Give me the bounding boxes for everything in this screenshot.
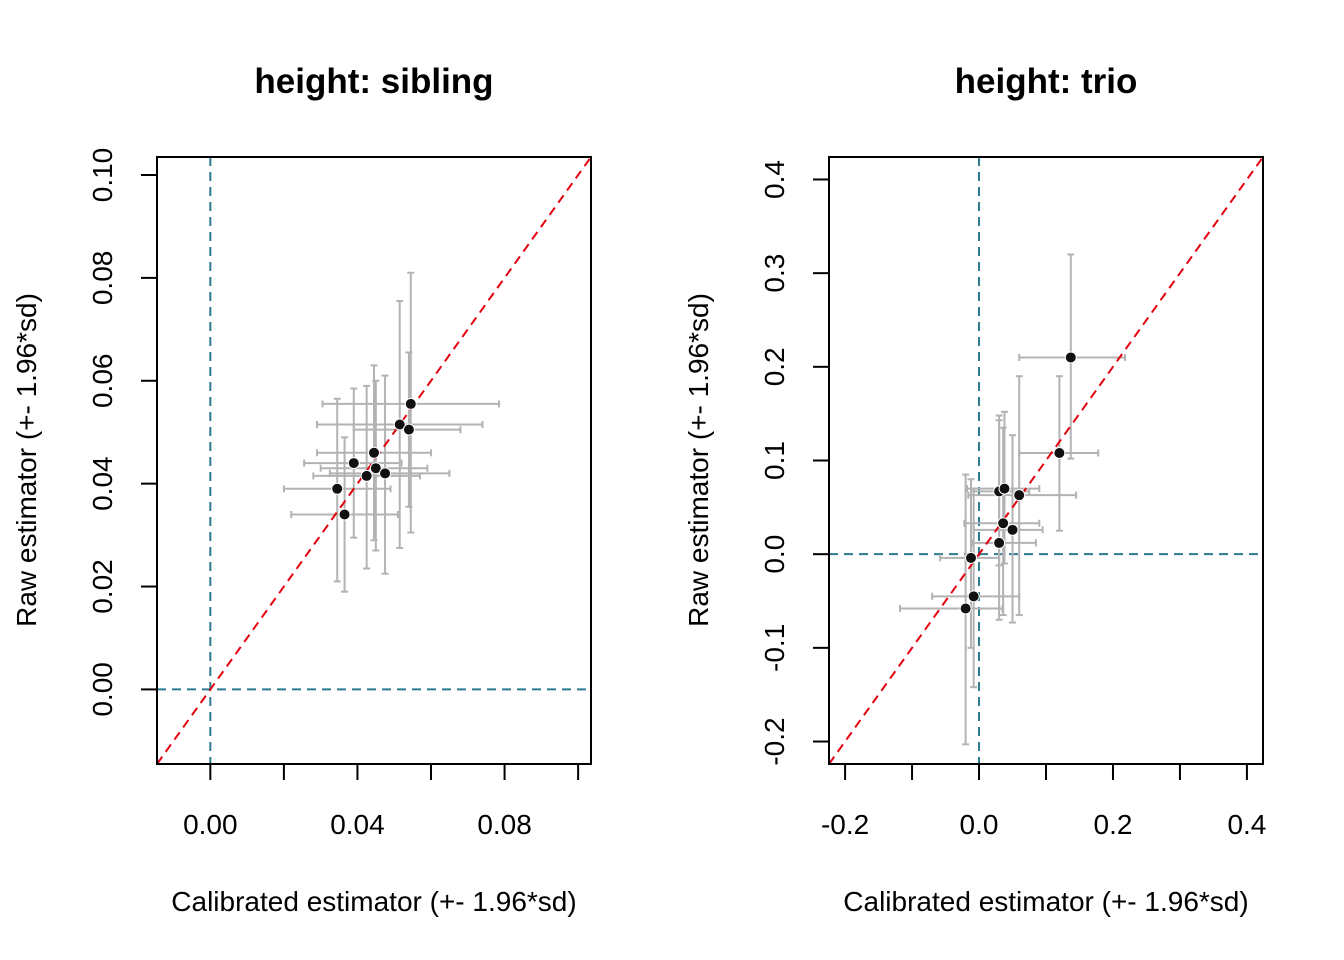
y-tick-label: 0.1: [759, 441, 790, 480]
panel-sibling: height: sibling 0.00 0.04 0.08 0.00 0.02 0.04…: [11, 62, 592, 917]
x-tick-label: 0.0: [960, 809, 999, 840]
data-point: [402, 423, 415, 436]
x-tick-label: 0.00: [183, 809, 238, 840]
reference-line: [829, 157, 1263, 764]
y-axis-label: Raw estimator (+- 1.96*sd): [11, 293, 42, 627]
y-tick-label: 0.00: [87, 662, 118, 717]
x-axis: [844, 763, 1248, 780]
y-tick-label: 0.08: [87, 251, 118, 306]
y-tick-label: 0.3: [759, 254, 790, 293]
data-point: [338, 508, 351, 521]
data-point: [393, 418, 406, 431]
y-tick-label: 0.0: [759, 535, 790, 574]
data-point: [404, 397, 417, 410]
y-axis: [141, 174, 158, 691]
x-tick-label: 0.04: [330, 809, 385, 840]
x-tick-label: 0.08: [477, 809, 532, 840]
y-tick-label: 0.10: [87, 148, 118, 203]
x-axis: [209, 763, 580, 780]
data-point: [1006, 523, 1019, 536]
data-point: [1013, 489, 1026, 502]
panel-trio: height: trio -0.2 0.0 0.2 0.4 -0.2 -0.1 0.0 0.1…: [683, 62, 1266, 917]
y-axis: [813, 178, 830, 743]
chart-title: height: trio: [955, 62, 1138, 101]
y-tick-label: -0.2: [759, 717, 790, 765]
data-point: [959, 602, 972, 615]
plot-content: [157, 157, 591, 764]
data-point: [368, 446, 380, 459]
data-point: [379, 467, 392, 480]
y-tick-label: 0.04: [87, 456, 118, 511]
y-tick-label: 0.02: [87, 559, 118, 614]
data-point: [964, 551, 977, 564]
y-tick-label: 0.4: [759, 160, 790, 199]
data-point: [997, 517, 1010, 530]
error-bar: [898, 473, 1004, 746]
x-axis-label: Calibrated estimator (+- 1.96*sd): [843, 886, 1248, 917]
y-tick-label: -0.1: [759, 624, 790, 672]
x-tick-label: 0.4: [1227, 809, 1266, 840]
data-point: [360, 469, 373, 482]
y-tick-label: 0.2: [759, 347, 790, 386]
y-tick-label: 0.06: [87, 354, 118, 409]
data-point: [347, 457, 360, 470]
data-point: [369, 462, 382, 475]
reference-line: [157, 157, 591, 764]
plot-area: 0.00 0.04 0.08 0.00 0.02 0.04 0.06 0.08 0.10: [87, 148, 592, 840]
data-point: [1053, 447, 1066, 460]
plot-area: -0.2 0.0 0.2 0.4 -0.2 -0.1 0.0 0.1 0.2 0.3 0.4: [759, 156, 1266, 840]
x-tick-label: 0.2: [1094, 809, 1133, 840]
x-tick-label: -0.2: [821, 809, 869, 840]
plot-content: [829, 157, 1263, 764]
y-axis-label: Raw estimator (+- 1.96*sd): [683, 293, 714, 627]
data-point: [1064, 351, 1077, 364]
chart-title: height: sibling: [254, 62, 493, 101]
data-point: [993, 536, 1006, 549]
data-point: [998, 482, 1011, 495]
data-point: [967, 590, 980, 603]
data-point: [331, 482, 344, 495]
x-axis-label: Calibrated estimator (+- 1.96*sd): [171, 886, 576, 917]
